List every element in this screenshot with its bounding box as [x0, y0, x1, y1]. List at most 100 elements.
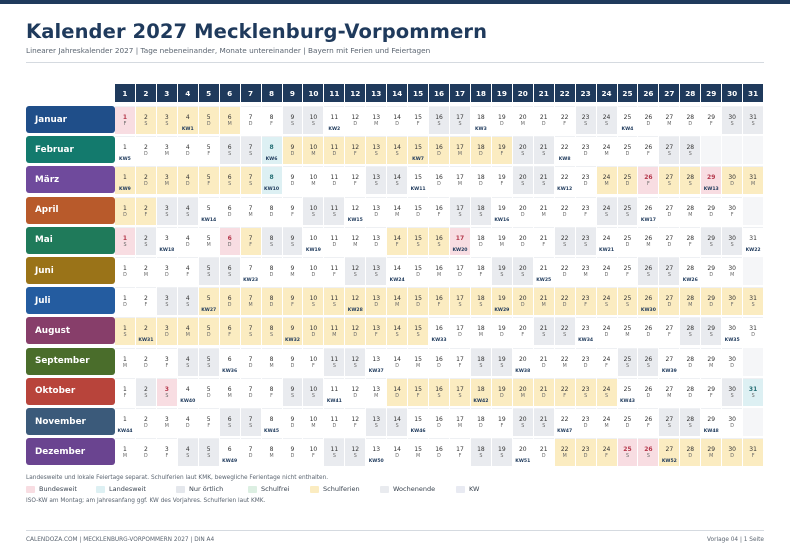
day-cell[interactable]: 22 F: [554, 106, 575, 134]
day-cell[interactable]: 11 KW2: [324, 106, 345, 134]
day-cell[interactable]: 6 KW49: [219, 438, 240, 466]
day-cell[interactable]: 23 M: [575, 257, 596, 285]
day-cell[interactable]: 12 F: [345, 166, 366, 194]
day-cell[interactable]: 10 F: [303, 347, 324, 376]
day-cell[interactable]: 25 S: [617, 196, 638, 225]
day-cell[interactable]: 27 S: [659, 257, 680, 285]
month-label-7[interactable]: Juli: [26, 287, 115, 315]
day-cell[interactable]: 16 S: [429, 106, 449, 134]
day-cell[interactable]: 30 D: [722, 347, 743, 376]
day-cell[interactable]: 18 KW42: [470, 377, 491, 406]
day-cell[interactable]: 13 S: [366, 257, 387, 285]
day-cell[interactable]: 17 M: [450, 136, 470, 165]
day-cell[interactable]: 19 F: [491, 136, 512, 165]
day-cell[interactable]: 27 S: [659, 166, 680, 195]
day-cell[interactable]: 13 F: [366, 317, 387, 346]
day-cell[interactable]: 12 KW28: [345, 287, 366, 316]
day-cell[interactable]: 13 S: [366, 166, 387, 195]
day-cell[interactable]: 15 D: [408, 257, 429, 285]
day-cell[interactable]: 19 KW16: [491, 196, 512, 225]
day-cell[interactable]: 12 D: [345, 317, 366, 346]
day-cell[interactable]: 26 S: [638, 347, 659, 376]
day-cell[interactable]: 22 KW8: [554, 136, 575, 164]
day-cell[interactable]: 14 S: [387, 166, 408, 195]
day-cell[interactable]: 23 D: [575, 408, 596, 436]
day-cell[interactable]: 4 KW40: [177, 377, 198, 406]
day-cell[interactable]: 14 M: [387, 196, 408, 225]
day-cell[interactable]: 14 S: [387, 317, 408, 346]
day-cell[interactable]: 30 F: [722, 287, 743, 316]
day-cell[interactable]: 16 F: [429, 196, 449, 225]
day-cell[interactable]: 20 D: [512, 196, 533, 225]
day-cell[interactable]: 24 KW21: [596, 226, 617, 255]
day-cell[interactable]: 13 D: [366, 196, 387, 225]
day-cell[interactable]: 15 F: [408, 106, 429, 134]
day-cell[interactable]: 30 S: [722, 106, 743, 134]
day-cell[interactable]: 23 F: [575, 196, 596, 225]
day-cell[interactable]: 27 KW52: [659, 438, 680, 467]
day-cell[interactable]: 14 D: [387, 377, 408, 406]
day-cell[interactable]: 19 D: [491, 317, 512, 345]
day-cell[interactable]: 17 S: [450, 106, 470, 134]
day-cell[interactable]: 28 D: [680, 438, 701, 467]
day-cell[interactable]: 25 KW4: [617, 106, 638, 134]
day-cell[interactable]: 21 S: [533, 408, 554, 436]
day-cell[interactable]: 11 D: [324, 136, 345, 165]
day-cell[interactable]: 20 KW38: [512, 347, 533, 376]
month-label-11[interactable]: November: [26, 408, 115, 435]
day-cell[interactable]: 20 M: [512, 377, 533, 406]
day-cell[interactable]: 18 M: [470, 317, 491, 345]
day-cell[interactable]: 19 KW29: [491, 287, 512, 316]
day-cell[interactable]: 29 F: [701, 377, 722, 406]
day-cell[interactable]: 24 M: [596, 136, 617, 164]
day-cell[interactable]: 21 S: [533, 166, 554, 195]
day-cell[interactable]: 16 F: [429, 287, 449, 316]
day-cell[interactable]: 10 D: [303, 317, 324, 346]
day-cell[interactable]: 15 M: [408, 438, 429, 466]
day-cell[interactable]: 14 D: [387, 347, 408, 376]
day-cell[interactable]: 26 F: [638, 136, 659, 164]
day-cell[interactable]: 27 M: [659, 106, 680, 134]
day-cell[interactable]: 15 S: [408, 226, 429, 255]
day-cell[interactable]: 25 S: [617, 287, 638, 316]
day-cell[interactable]: 14 KW24: [387, 257, 408, 285]
day-cell[interactable]: 31 S: [743, 106, 764, 134]
day-cell[interactable]: 11 S: [324, 196, 345, 225]
day-cell[interactable]: 12 F: [345, 408, 366, 436]
month-label-6[interactable]: Juni: [26, 257, 115, 284]
day-cell[interactable]: 27 F: [659, 317, 680, 345]
month-label-8[interactable]: August: [26, 317, 115, 345]
day-cell[interactable]: 20 D: [512, 287, 533, 316]
day-cell[interactable]: 15 S: [408, 317, 429, 346]
day-cell[interactable]: 28 D: [680, 347, 701, 376]
day-cell[interactable]: 22 F: [554, 377, 575, 406]
day-cell[interactable]: 27 D: [659, 196, 680, 225]
day-cell[interactable]: 12 F: [345, 136, 366, 165]
month-label-12[interactable]: Dezember: [26, 438, 115, 466]
day-cell[interactable]: 29 S: [701, 226, 722, 255]
day-cell[interactable]: 27 M: [659, 377, 680, 406]
month-label-3[interactable]: März: [26, 166, 115, 194]
